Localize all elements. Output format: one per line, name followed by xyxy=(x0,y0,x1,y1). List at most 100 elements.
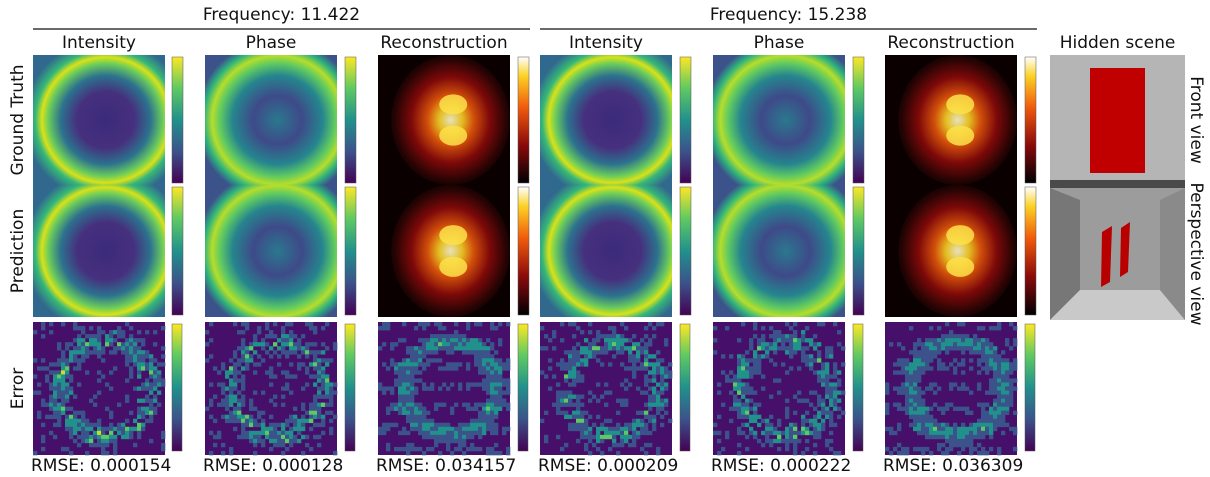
error-pixel xyxy=(253,450,258,456)
error-pixel xyxy=(576,410,581,415)
error-pixel xyxy=(49,322,54,327)
error-pixel xyxy=(458,442,463,448)
error-pixel xyxy=(466,362,471,367)
error-pixel xyxy=(757,362,762,367)
error-pixel xyxy=(53,362,58,367)
error-pixel xyxy=(656,394,661,399)
error-pixel xyxy=(309,322,314,327)
error-pixel xyxy=(596,426,601,432)
error-pixel xyxy=(109,426,114,432)
error-pixel xyxy=(741,414,746,420)
error-pixel xyxy=(821,406,826,411)
error-pixel xyxy=(644,378,649,383)
error-pixel xyxy=(321,414,326,420)
error-pixel xyxy=(402,358,407,363)
error-pixel xyxy=(269,422,274,428)
error-pixel xyxy=(616,342,621,347)
error-pixel xyxy=(813,434,818,440)
error-pixel xyxy=(644,354,649,359)
error-pixel xyxy=(620,338,625,343)
error-pixel xyxy=(253,362,258,367)
error-pixel xyxy=(490,446,495,452)
error-pixel xyxy=(560,338,565,343)
error-pixel xyxy=(217,434,222,440)
error-pixel xyxy=(985,430,990,436)
error-pixel xyxy=(921,402,926,407)
error-pixel xyxy=(713,422,718,428)
error-pixel xyxy=(73,326,78,331)
error-pixel xyxy=(640,418,645,424)
error-pixel xyxy=(628,350,633,355)
error-pixel xyxy=(269,430,274,436)
error-pixel xyxy=(580,358,585,363)
error-pixel xyxy=(422,382,427,387)
error-pixel xyxy=(257,342,262,347)
error-pixel xyxy=(1001,422,1006,428)
error-pixel xyxy=(737,358,742,363)
error-pixel xyxy=(620,362,625,367)
error-pixel xyxy=(741,354,746,359)
error-pixel xyxy=(85,434,90,440)
error-pixel xyxy=(544,438,549,444)
error-pixel xyxy=(977,402,982,407)
error-pixel xyxy=(745,402,750,407)
error-pixel xyxy=(805,410,810,415)
error-pixel xyxy=(989,418,994,424)
error-pixel xyxy=(237,390,242,395)
error-pixel xyxy=(833,406,838,411)
error-pixel xyxy=(221,442,226,448)
error-pixel xyxy=(793,422,798,428)
error-pixel xyxy=(490,450,495,456)
error-pixel xyxy=(596,338,601,343)
error-pixel xyxy=(1001,358,1006,363)
error-pixel xyxy=(305,354,310,359)
error-pixel xyxy=(386,446,391,452)
error-pixel xyxy=(917,350,922,355)
error-pixel xyxy=(137,422,142,428)
error-pixel xyxy=(813,346,818,351)
error-pixel xyxy=(125,342,130,347)
error-pixel xyxy=(253,442,258,448)
row-label: Error xyxy=(8,368,28,409)
error-pixel xyxy=(37,390,42,395)
error-pixel xyxy=(161,382,166,387)
error-pixel xyxy=(241,434,246,440)
error-pixel xyxy=(1005,370,1010,375)
error-pixel xyxy=(273,442,278,448)
error-pixel xyxy=(564,398,569,403)
error-pixel xyxy=(568,390,573,395)
error-pixel xyxy=(604,334,609,339)
error-pixel xyxy=(949,446,954,452)
error-pixel xyxy=(253,434,258,440)
error-pixel xyxy=(450,438,455,444)
error-pixel xyxy=(1001,382,1006,387)
error-pixel xyxy=(624,430,629,436)
error-pixel xyxy=(841,362,846,367)
error-pixel xyxy=(997,386,1002,391)
error-pixel xyxy=(61,386,66,391)
colorbar xyxy=(171,323,183,452)
error-pixel xyxy=(486,422,491,428)
error-pixel xyxy=(644,426,649,432)
error-pixel xyxy=(213,394,218,399)
error-pixel xyxy=(41,438,46,444)
error-pixel xyxy=(241,394,246,399)
error-pixel xyxy=(237,410,242,415)
error-pixel xyxy=(973,346,978,351)
error-pixel xyxy=(829,350,834,355)
error-pixel xyxy=(301,362,306,367)
error-pixel xyxy=(560,410,565,415)
error-pixel xyxy=(474,342,479,347)
error-pixel xyxy=(93,430,98,436)
error-pixel xyxy=(592,338,597,343)
error-pixel xyxy=(789,426,794,432)
error-pixel xyxy=(588,342,593,347)
error-pixel xyxy=(949,438,954,444)
error-pixel xyxy=(410,426,415,432)
error-pixel xyxy=(997,414,1002,420)
error-pixel xyxy=(1005,382,1010,387)
error-pixel xyxy=(753,390,758,395)
error-pixel xyxy=(785,438,790,444)
error-pixel xyxy=(917,426,922,432)
error-pixel xyxy=(745,446,750,452)
